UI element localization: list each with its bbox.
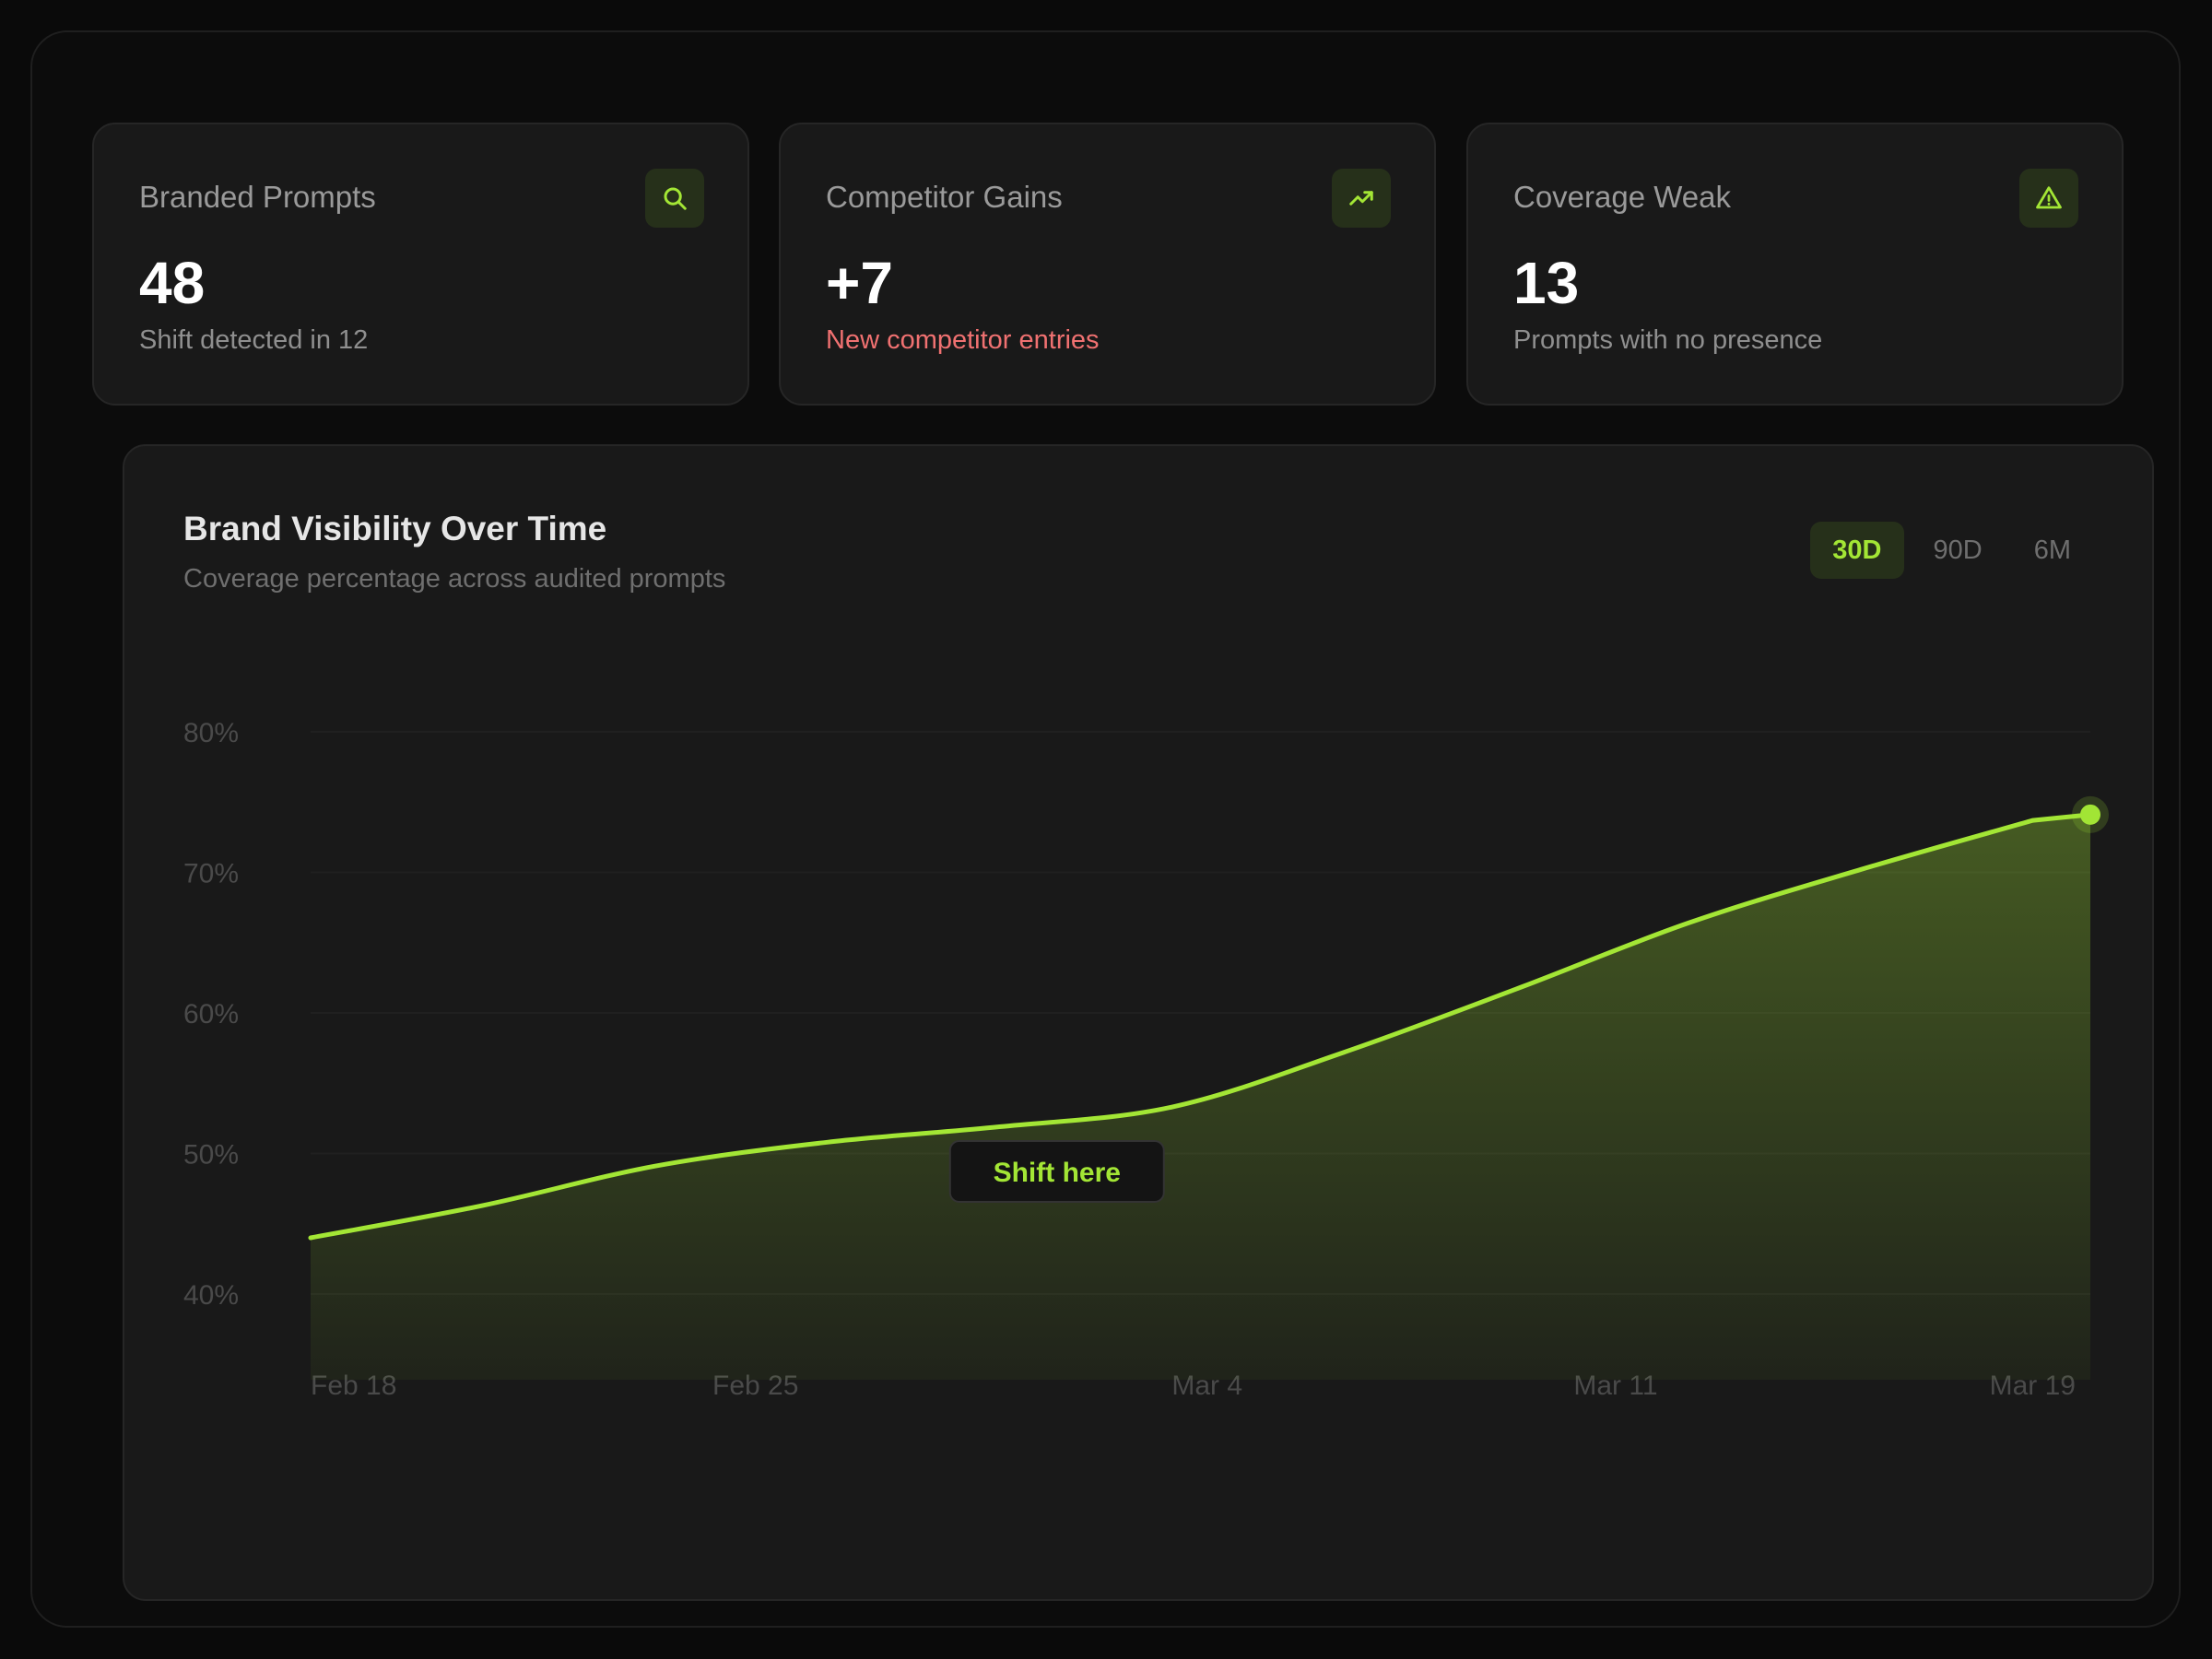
stat-subtitle: Prompts with no presence: [1513, 325, 1823, 355]
range-tab-90d[interactable]: 90D: [1933, 535, 1983, 565]
search-icon: [645, 169, 704, 228]
stat-title: Branded Prompts: [139, 180, 376, 214]
stat-subtitle: Shift detected in 12: [139, 325, 369, 355]
y-tick-label: 50%: [183, 1140, 239, 1171]
alert-triangle-icon: [2019, 169, 2078, 228]
stat-title: Competitor Gains: [826, 180, 1063, 214]
y-tick-label: 40%: [183, 1280, 239, 1311]
visibility-chart-panel: Brand Visibility Over Time Coverage perc…: [123, 444, 2154, 1601]
series-line: [308, 812, 2093, 1241]
y-tick-label: 60%: [183, 999, 239, 1030]
stat-card-branded-prompts: Branded Prompts 48 Shift detected in 12: [92, 123, 749, 406]
stat-title: Coverage Weak: [1513, 180, 1732, 214]
range-selector: 30D 90D 6M: [1810, 522, 2093, 579]
annotation-box: [948, 1140, 1165, 1203]
range-tab-6m[interactable]: 6M: [2033, 535, 2071, 565]
stat-value: 48: [139, 250, 206, 316]
area-fill: [311, 814, 2090, 1380]
visibility-area-chart: 40%50%60%70%80%Feb 18 Feb 25 Mar 4 Mar 11 Ma…: [183, 718, 2109, 1401]
data-point-halo: [2072, 795, 2109, 833]
stat-card-coverage-weak: Coverage Weak 13 Prompts with no presenc…: [1466, 123, 2124, 406]
stat-card-competitor-gains: Competitor Gains +7 New competitor entri…: [779, 123, 1436, 406]
shift-annotation: Shift here: [948, 1140, 1165, 1203]
y-tick-label: 70%: [183, 859, 239, 889]
chart-subtitle: Coverage percentage across audited promp…: [183, 564, 726, 594]
stat-value: +7: [826, 250, 893, 316]
data-point: [2080, 804, 2100, 825]
stat-subtitle: New competitor entries: [826, 325, 1100, 355]
annotation-label: Shift here: [994, 1158, 1121, 1188]
dashboard-frame: Branded Prompts 48 Shift detected in 12 …: [30, 30, 2181, 1628]
trending-up-icon: [1332, 169, 1391, 228]
stat-value: 13: [1513, 250, 1580, 316]
range-tab-30d[interactable]: 30D: [1810, 522, 1904, 579]
chart-title: Brand Visibility Over Time: [183, 510, 607, 547]
y-tick-label: 80%: [183, 718, 239, 748]
